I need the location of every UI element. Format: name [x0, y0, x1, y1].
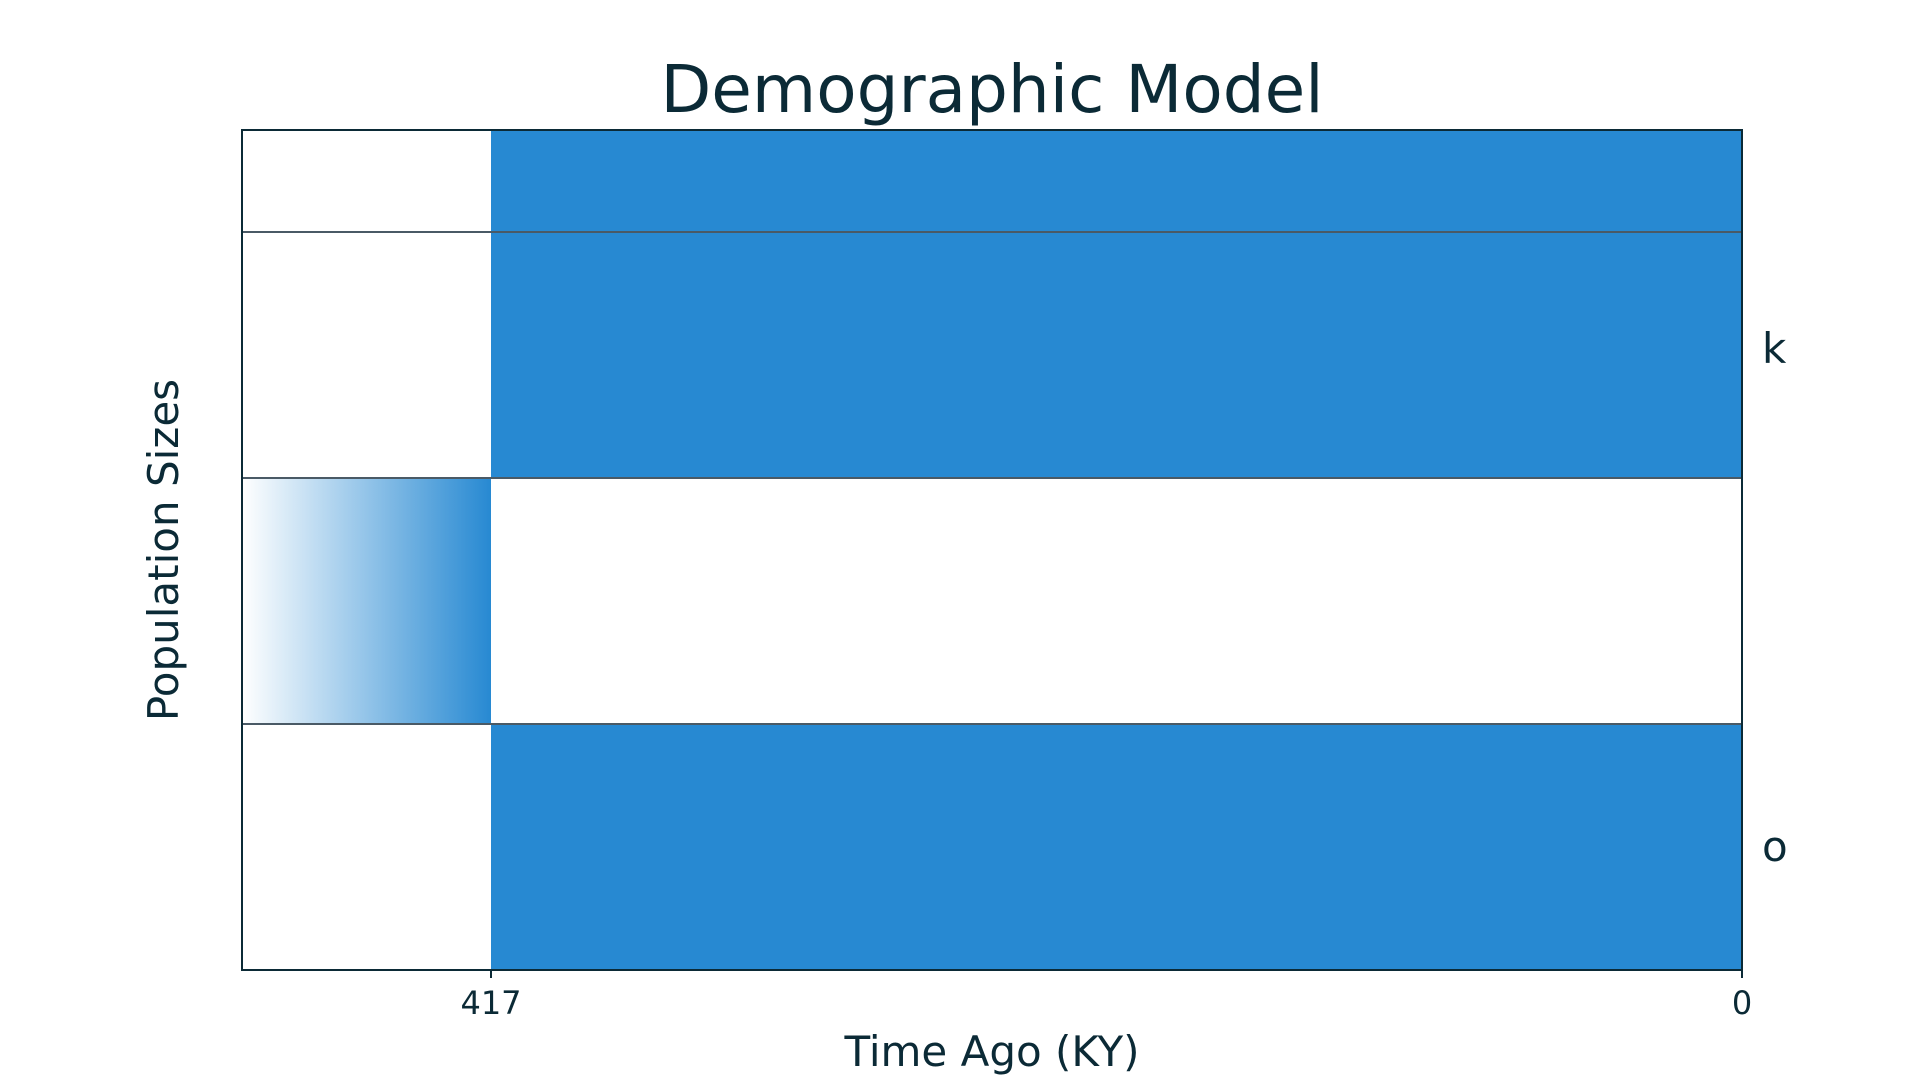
population-labels: ko — [1762, 324, 1788, 871]
population-band-ancestral — [242, 478, 491, 724]
x-axis-ticks: 417 0 — [460, 970, 1752, 1022]
population-bands — [242, 130, 1742, 970]
band-dividers — [242, 231, 1742, 725]
population-band-k — [491, 130, 1742, 478]
plot-frame — [241, 129, 1743, 971]
population-band-o — [491, 724, 1742, 970]
y-axis-label: Population Sizes — [139, 379, 188, 721]
population-label-o: o — [1762, 822, 1788, 871]
chart-title: Demographic Model — [660, 51, 1323, 128]
x-tick-label: 417 — [460, 984, 521, 1022]
population-label-k: k — [1762, 324, 1787, 373]
x-tick-label: 0 — [1732, 984, 1752, 1022]
x-axis-label: Time Ago (KY) — [843, 1027, 1139, 1076]
